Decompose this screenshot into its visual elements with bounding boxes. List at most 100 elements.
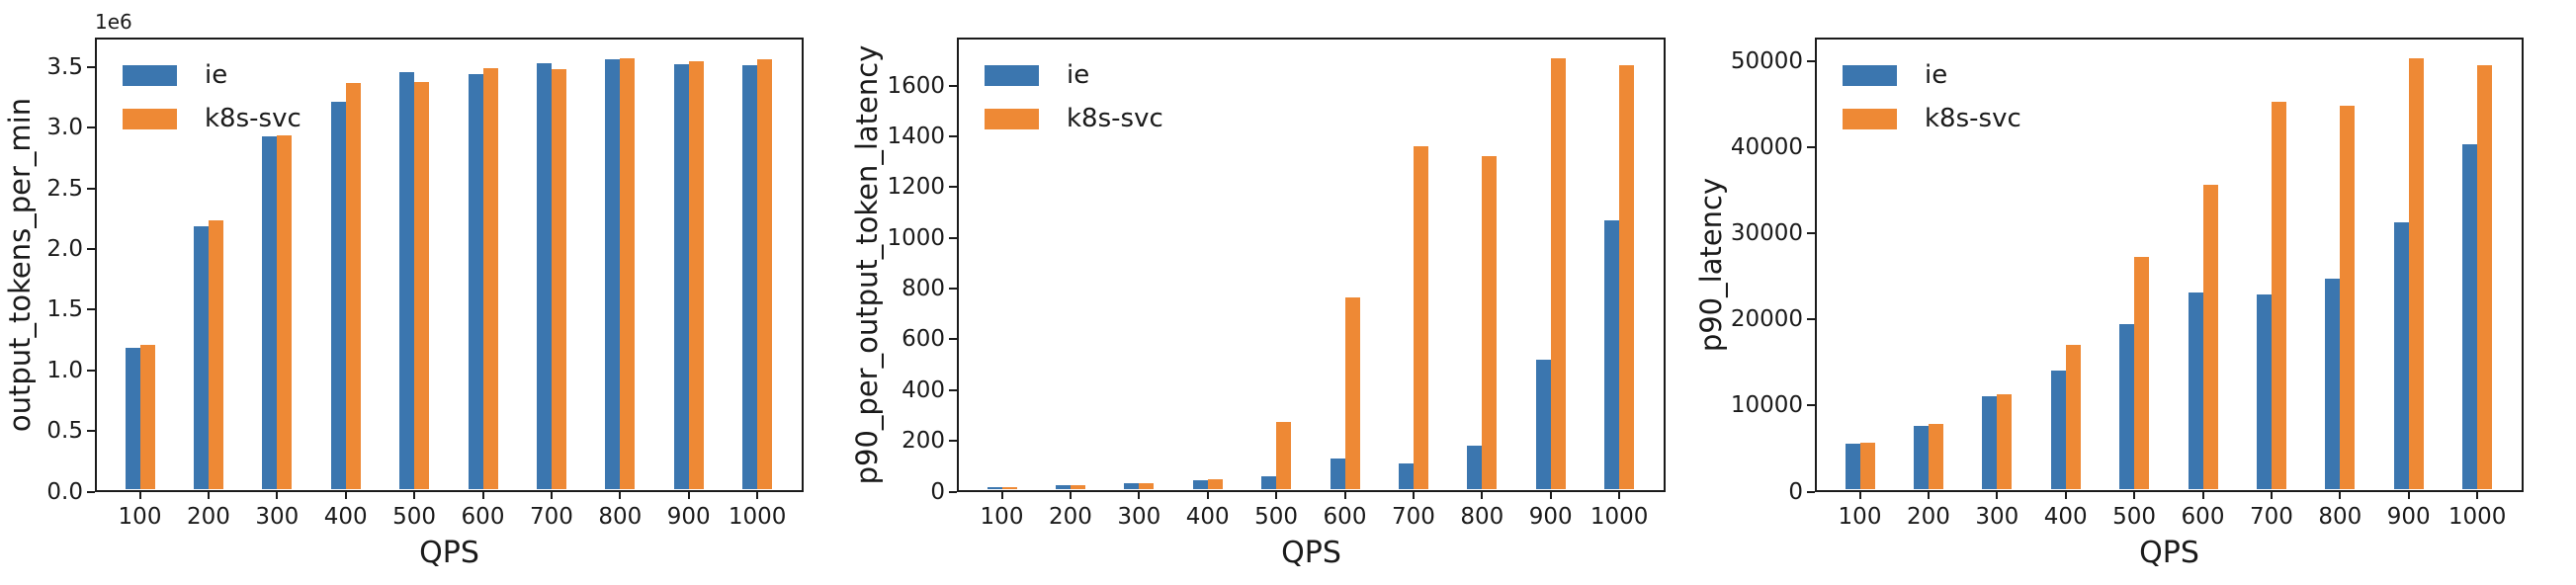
y-tick-label: 1000 [887, 224, 945, 251]
y-tick-mark [1807, 232, 1815, 235]
x-tick-mark [207, 490, 210, 499]
bar-ie-400 [1192, 480, 1208, 490]
x-tick-label: 600 [461, 503, 505, 530]
y-tick-label: 20000 [1730, 306, 1803, 333]
axis-offset-text: 1e6 [95, 10, 132, 34]
x-tick-label: 100 [118, 503, 162, 530]
bar-ie-600 [1330, 459, 1345, 490]
bar-k8s-svc-200 [1928, 424, 1943, 490]
y-tick-label: 1600 [887, 72, 945, 99]
x-tick-label: 900 [1528, 503, 1573, 530]
y-tick-label: 1400 [887, 124, 945, 150]
x-tick-mark [550, 490, 553, 499]
y-tick-mark [1807, 490, 1815, 493]
x-tick-label: 800 [598, 503, 643, 530]
bar-ie-700 [2256, 293, 2272, 490]
bar-ie-1000 [742, 65, 758, 490]
legend-swatch-ie [1843, 65, 1897, 86]
legend-swatch-k8s-svc [985, 109, 1039, 129]
x-tick-label: 1000 [1589, 503, 1649, 530]
x-tick-label: 400 [1185, 503, 1230, 530]
x-tick-label: 300 [1117, 503, 1161, 530]
x-tick-mark [1996, 490, 1999, 499]
chart-p90-latency: 0 10000 20000 30000 40000 50000 100 200 300 400 50… [1694, 0, 2576, 585]
x-tick-mark [1275, 490, 1278, 499]
bar-k8s-svc-700 [1413, 146, 1428, 490]
y-axis-label: p90_latency [1693, 177, 1728, 352]
legend-label: k8s-svc [1925, 104, 2021, 133]
bar-k8s-svc-600 [1344, 296, 1360, 490]
plot-area [957, 38, 1666, 492]
bar-k8s-svc-900 [2408, 57, 2424, 490]
y-tick-mark [87, 490, 95, 493]
x-tick-mark [1000, 490, 1003, 499]
bar-k8s-svc-300 [277, 135, 293, 490]
bar-ie-200 [1055, 484, 1071, 490]
legend-swatch-k8s-svc [1843, 109, 1897, 129]
bar-ie-400 [2050, 370, 2066, 490]
x-tick-mark [619, 490, 622, 499]
legend-label: ie [1067, 60, 1090, 90]
y-tick-label: 50000 [1730, 48, 1803, 75]
bar-k8s-svc-900 [688, 61, 704, 490]
y-tick-mark [87, 187, 95, 190]
y-tick-label: 1200 [887, 174, 945, 201]
x-tick-mark [1858, 490, 1861, 499]
y-tick-label: 200 [902, 428, 945, 455]
x-tick-label: 200 [1906, 503, 1950, 530]
y-tick-label: 3.0 [46, 115, 83, 141]
y-tick-mark [87, 126, 95, 129]
legend-item-ie: ie [1843, 60, 2100, 90]
y-tick-label: 800 [902, 276, 945, 302]
x-tick-label: 500 [1254, 503, 1299, 530]
bar-ie-300 [262, 136, 278, 490]
legend-item-k8s-svc: k8s-svc [123, 104, 380, 133]
x-tick-mark [1069, 490, 1072, 499]
x-tick-mark [344, 490, 347, 499]
y-tick-mark [1807, 404, 1815, 407]
x-tick-label: 100 [1838, 503, 1882, 530]
bar-ie-100 [1845, 444, 1860, 490]
x-tick-label: 300 [1975, 503, 2019, 530]
bar-k8s-svc-800 [1482, 155, 1498, 490]
x-tick-label: 700 [529, 503, 573, 530]
chart-output-tokens-per-min: 0.0 0.5 1.0 1.5 2.0 2.5 3.0 3.5 100 200 300 400 500 6… [0, 0, 858, 585]
y-axis-label: p90_per_output_token_latency [850, 44, 885, 485]
y-axis-label: output_tokens_per_min [2, 97, 37, 432]
x-axis-label: QPS [1281, 535, 1341, 570]
legend-label: ie [205, 60, 228, 90]
x-tick-label: 800 [1460, 503, 1504, 530]
y-tick-mark [949, 135, 957, 138]
x-tick-mark [2270, 490, 2273, 499]
bar-k8s-svc-600 [2202, 185, 2218, 490]
bar-ie-1000 [2462, 143, 2478, 490]
x-tick-label: 200 [186, 503, 230, 530]
x-tick-mark [1927, 490, 1930, 499]
bar-k8s-svc-600 [482, 67, 498, 490]
y-tick-label: 40000 [1730, 134, 1803, 161]
x-tick-mark [756, 490, 759, 499]
bar-k8s-svc-100 [1001, 486, 1017, 490]
x-tick-label: 200 [1048, 503, 1092, 530]
x-tick-mark [1481, 490, 1484, 499]
x-tick-label: 1000 [2447, 503, 2507, 530]
bar-ie-600 [2188, 292, 2203, 490]
y-tick-mark [949, 186, 957, 189]
y-tick-mark [1807, 146, 1815, 149]
bar-k8s-svc-400 [1207, 478, 1223, 490]
x-tick-label: 900 [666, 503, 711, 530]
bar-k8s-svc-700 [551, 68, 566, 490]
bar-ie-800 [1467, 446, 1483, 490]
bar-k8s-svc-800 [620, 57, 636, 490]
y-tick-mark [949, 84, 957, 87]
bar-k8s-svc-500 [1276, 421, 1292, 490]
legend-label: k8s-svc [205, 104, 301, 133]
bar-k8s-svc-200 [208, 220, 223, 490]
x-tick-label: 500 [392, 503, 437, 530]
x-tick-mark [138, 490, 141, 499]
y-tick-label: 0.5 [46, 418, 83, 445]
bar-ie-1000 [1604, 220, 1620, 490]
y-tick-mark [87, 66, 95, 69]
bar-k8s-svc-1000 [1619, 65, 1635, 490]
